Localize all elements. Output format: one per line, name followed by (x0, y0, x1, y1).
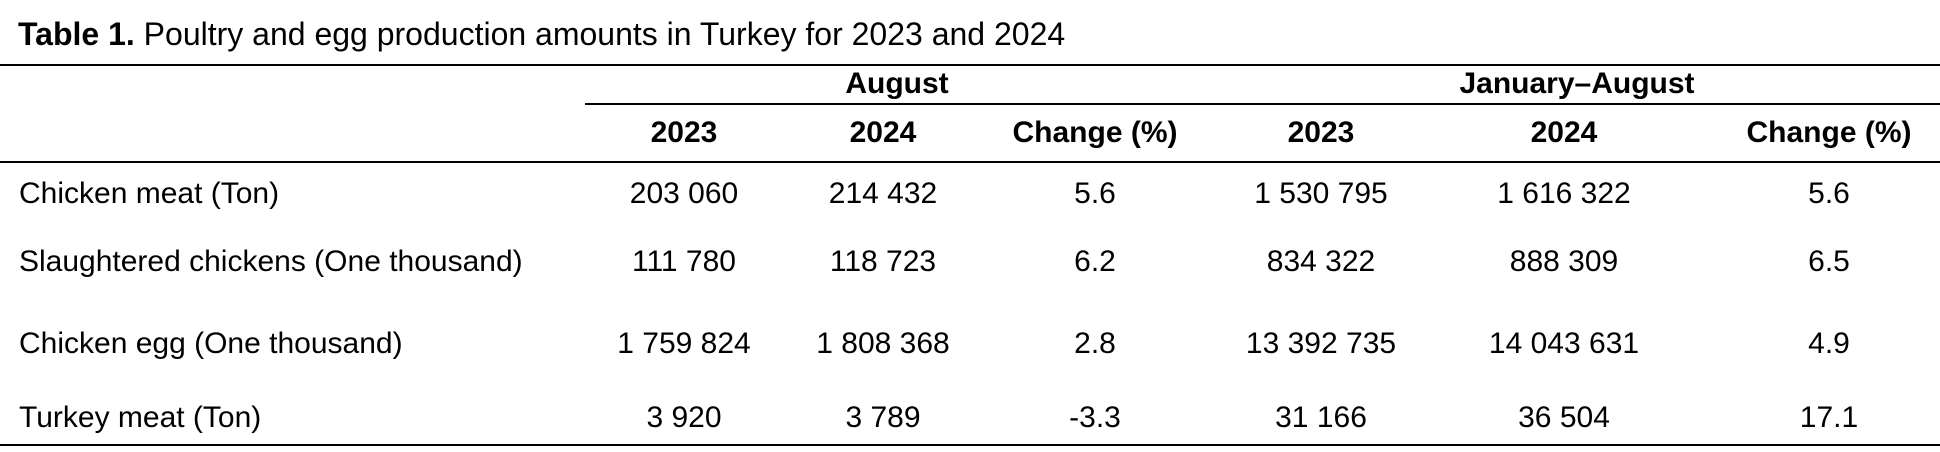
cell: 1 759 824 (617, 327, 751, 360)
group-header: August (845, 67, 949, 100)
column-header: Change (%) (1012, 116, 1178, 149)
header-rule (0, 161, 1940, 163)
column-header: Change (%) (1746, 116, 1912, 149)
cell: 888 309 (1509, 245, 1619, 278)
cell: 203 060 (629, 177, 739, 210)
cell: 3 789 (845, 401, 921, 434)
cell: 1 530 795 (1254, 177, 1388, 210)
group-header: January–August (1459, 67, 1695, 100)
cell: 1 808 368 (816, 327, 950, 360)
cell: 4.9 (1808, 327, 1850, 360)
caption-label: Table 1. (18, 16, 135, 52)
cell: 31 166 (1275, 401, 1367, 434)
cell: 1 616 322 (1497, 177, 1631, 210)
row-label: Chicken meat (Ton) (19, 177, 280, 210)
group-rule (585, 103, 1940, 105)
row-label: Turkey meat (Ton) (19, 401, 262, 434)
row-label: Slaughtered chickens (One thousand) (19, 245, 523, 278)
cell: 6.5 (1808, 245, 1850, 278)
cell: 111 780 (632, 245, 736, 278)
column-header: 2023 (650, 116, 718, 149)
cell: 13 392 735 (1245, 327, 1397, 360)
cell: 5.6 (1808, 177, 1850, 210)
cell: 17.1 (1799, 401, 1859, 434)
cell: 6.2 (1074, 245, 1116, 278)
row-label: Chicken egg (One thousand) (19, 327, 403, 360)
cell: 834 322 (1266, 245, 1376, 278)
cell: -3.3 (1069, 401, 1121, 434)
bottom-rule (0, 444, 1940, 446)
cell: 14 043 631 (1488, 327, 1640, 360)
cell: 3 920 (646, 401, 722, 434)
cell: 5.6 (1074, 177, 1116, 210)
column-header: 2024 (1530, 116, 1598, 149)
cell: 118 723 (829, 245, 937, 278)
column-header: 2024 (849, 116, 917, 149)
cell: 2.8 (1074, 327, 1116, 360)
column-header: 2023 (1287, 116, 1355, 149)
caption-text: Poultry and egg production amounts in Tu… (143, 16, 1066, 52)
table-caption: Table 1. Poultry and egg production amou… (18, 16, 1065, 53)
top-rule (0, 64, 1940, 66)
cell: 36 504 (1518, 401, 1610, 434)
cell: 214 432 (828, 177, 938, 210)
